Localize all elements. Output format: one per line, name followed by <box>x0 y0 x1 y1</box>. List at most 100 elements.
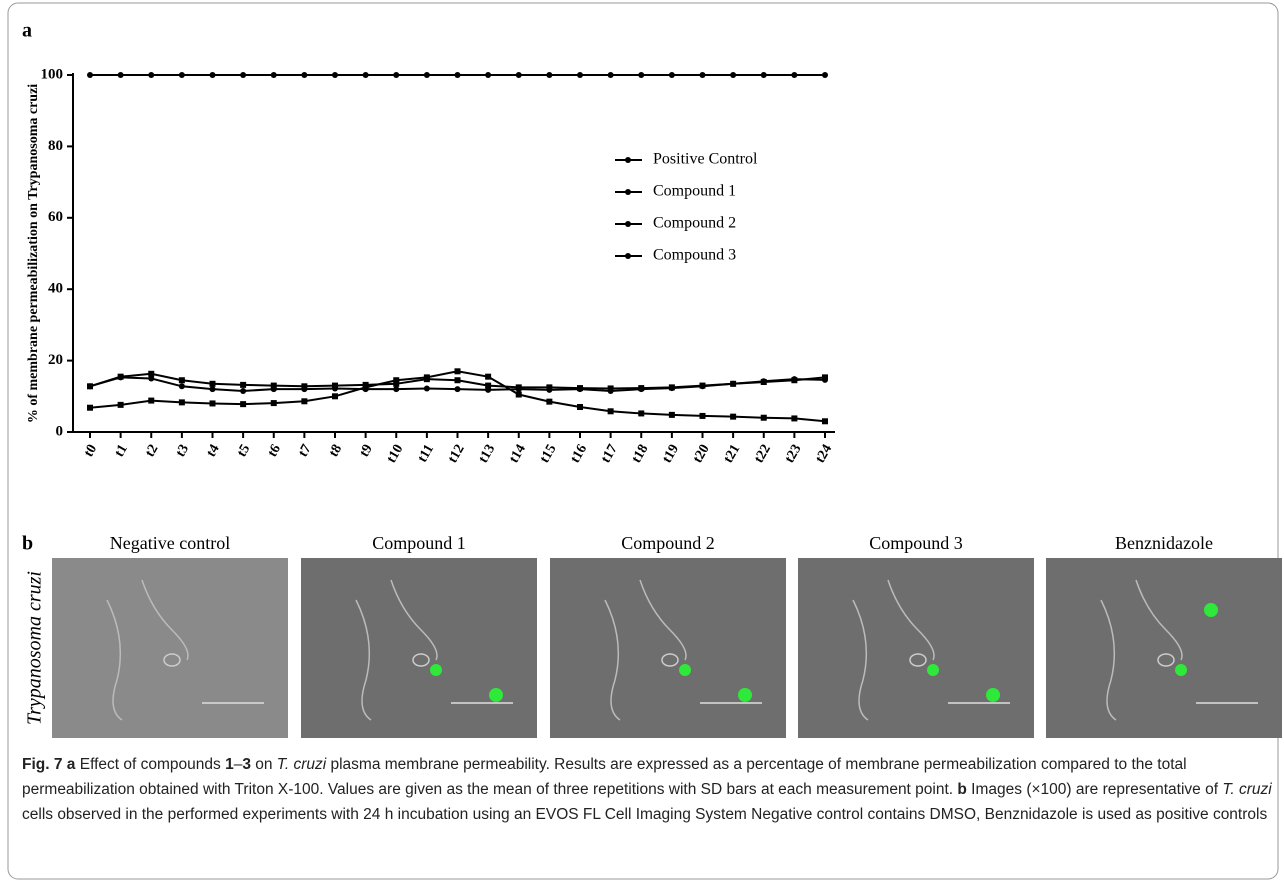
x-tick-label: t0 <box>81 442 100 460</box>
marker <box>791 376 798 383</box>
marker <box>393 386 400 393</box>
marker <box>607 387 614 394</box>
fluorescence <box>1204 603 1218 617</box>
x-tick-label: t5 <box>235 442 254 460</box>
image-title: Compound 1 <box>372 533 466 553</box>
y-tick-label: 100 <box>41 66 64 82</box>
caption-run: cells observed in the performed experime… <box>22 806 1268 823</box>
caption-run: 3 <box>242 756 251 773</box>
legend-label: Compound 3 <box>653 247 736 264</box>
marker <box>822 376 828 383</box>
marker <box>791 415 798 422</box>
micrograph <box>798 558 1034 738</box>
marker <box>607 408 614 415</box>
y-tick-label: 60 <box>48 209 63 225</box>
cell <box>106 579 189 721</box>
marker <box>515 391 522 398</box>
caption-run: plasma membrane permeability. Results ar… <box>22 756 1187 798</box>
x-tick-label: t9 <box>357 442 376 460</box>
marker <box>393 380 400 387</box>
marker <box>301 398 308 405</box>
marker <box>730 380 737 387</box>
marker <box>607 72 614 78</box>
marker <box>148 397 155 404</box>
cell <box>355 579 438 721</box>
marker <box>577 72 583 78</box>
marker <box>332 72 338 78</box>
caption-run: on <box>250 756 277 773</box>
cell-body <box>163 653 181 667</box>
micrograph <box>550 558 786 738</box>
marker <box>699 383 706 390</box>
marker <box>730 72 737 78</box>
marker <box>178 383 185 390</box>
marker <box>240 387 247 394</box>
marker <box>362 72 369 78</box>
image-title: Negative control <box>110 533 230 553</box>
micrograph <box>301 558 537 738</box>
marker <box>577 386 583 393</box>
x-tick-label: t22 <box>752 442 774 466</box>
marker <box>546 398 553 405</box>
y-tick-label: 80 <box>48 138 63 154</box>
caption-run: T. cruzi <box>276 756 327 773</box>
marker <box>209 400 216 407</box>
marker <box>209 380 216 387</box>
x-tick-label: t1 <box>112 442 131 460</box>
fluorescence <box>1175 664 1187 676</box>
marker <box>270 400 277 407</box>
marker <box>270 382 277 389</box>
marker <box>822 418 828 425</box>
legend-label: Compound 2 <box>653 215 736 232</box>
x-tick-label: t8 <box>326 442 345 460</box>
cell-body <box>909 653 927 667</box>
marker <box>668 72 675 78</box>
marker <box>454 368 461 375</box>
x-tick-label: t23 <box>782 442 804 466</box>
marker <box>638 72 645 78</box>
marker <box>332 393 338 400</box>
marker <box>240 401 247 408</box>
panel-label: b <box>22 533 33 555</box>
marker <box>423 385 430 392</box>
marker <box>87 383 93 390</box>
legend-marker <box>625 253 631 259</box>
caption-run: Images (×100) are representative of <box>966 781 1223 798</box>
marker <box>760 72 767 78</box>
micrograph <box>52 558 288 738</box>
marker <box>270 72 277 78</box>
caption-run: Fig. 7 <box>22 756 67 773</box>
caption-run: Effect of compounds <box>75 756 226 773</box>
y-axis-label: % of membrane permeabilization on Trypan… <box>26 84 41 423</box>
x-tick-label: t15 <box>537 442 559 466</box>
marker <box>423 376 430 383</box>
x-tick-label: t2 <box>143 442 162 460</box>
caption-run: 1 <box>225 756 234 773</box>
marker <box>485 382 492 389</box>
legend-marker <box>625 189 631 195</box>
cell-body <box>412 653 430 667</box>
marker <box>117 401 124 408</box>
x-tick-label: t12 <box>445 442 467 466</box>
caption-run: a <box>66 756 76 773</box>
chart: 0 20 40 60 80 100% of membrane permeabilizati… <box>26 66 835 465</box>
marker <box>148 375 155 382</box>
marker <box>178 399 185 406</box>
marker <box>546 72 553 78</box>
marker <box>209 386 216 393</box>
y-tick-label: 20 <box>48 352 63 368</box>
cell <box>604 579 687 721</box>
marker <box>485 373 492 380</box>
frame <box>7 2 1279 880</box>
marker <box>699 72 706 78</box>
x-tick-label: t13 <box>476 442 498 466</box>
marker <box>546 386 553 393</box>
marker <box>393 377 400 384</box>
legend-label: Positive Control <box>653 151 758 168</box>
marker <box>668 385 675 392</box>
marker <box>209 72 216 78</box>
fluorescence <box>986 688 1000 702</box>
legend-marker <box>625 221 631 227</box>
marker <box>638 386 645 393</box>
